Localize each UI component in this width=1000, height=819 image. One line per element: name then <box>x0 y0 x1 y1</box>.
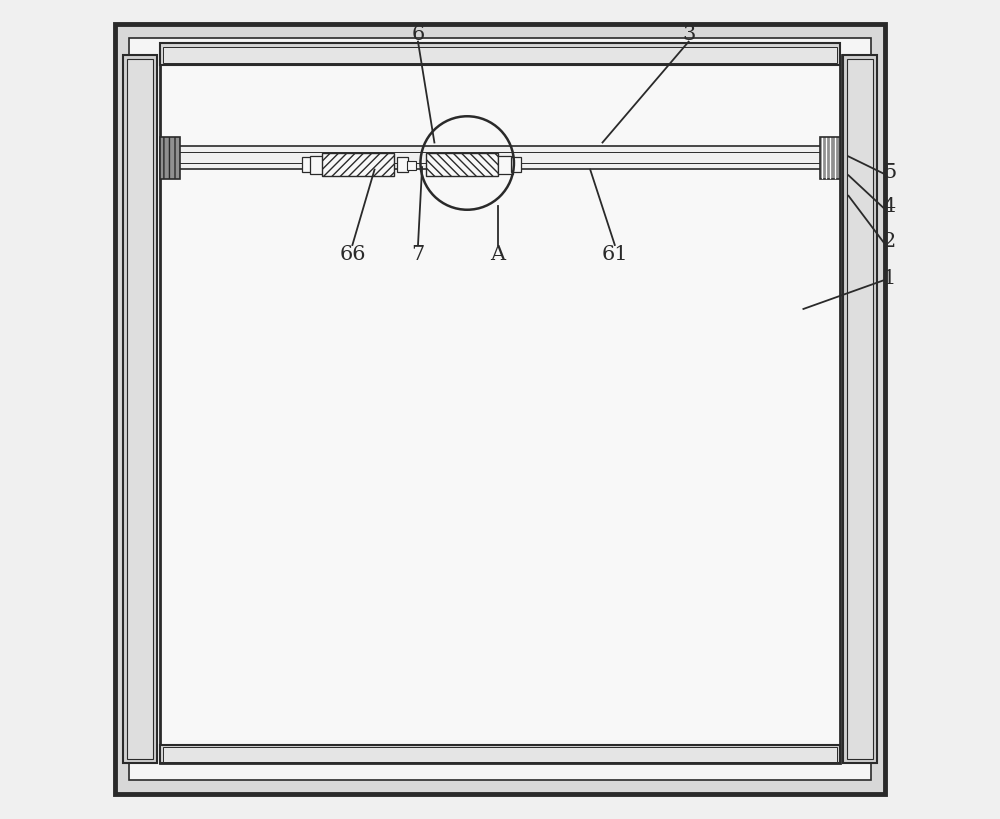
Bar <box>511 158 521 173</box>
Bar <box>163 48 837 64</box>
Text: 1: 1 <box>883 269 896 288</box>
Text: 6: 6 <box>411 25 425 44</box>
Bar <box>397 158 408 173</box>
Bar <box>820 138 840 180</box>
Bar <box>160 44 840 66</box>
Bar <box>163 747 837 762</box>
Bar <box>160 56 840 763</box>
Text: 5: 5 <box>883 162 896 182</box>
Text: 4: 4 <box>883 197 896 216</box>
Text: 66: 66 <box>339 244 366 264</box>
Bar <box>310 156 325 174</box>
Bar <box>498 156 513 174</box>
Text: 7: 7 <box>411 244 425 264</box>
Bar <box>847 60 873 759</box>
Bar <box>843 56 877 763</box>
Bar <box>160 745 840 763</box>
Text: 3: 3 <box>682 25 695 44</box>
Bar <box>127 60 153 759</box>
Text: A: A <box>490 244 505 264</box>
Bar <box>407 162 416 170</box>
Bar <box>322 154 394 177</box>
Text: 2: 2 <box>883 231 896 251</box>
Bar <box>160 138 180 180</box>
Bar <box>123 56 157 763</box>
Text: 61: 61 <box>601 244 628 264</box>
Bar <box>179 147 821 170</box>
Bar <box>302 158 311 173</box>
Bar <box>426 154 498 177</box>
